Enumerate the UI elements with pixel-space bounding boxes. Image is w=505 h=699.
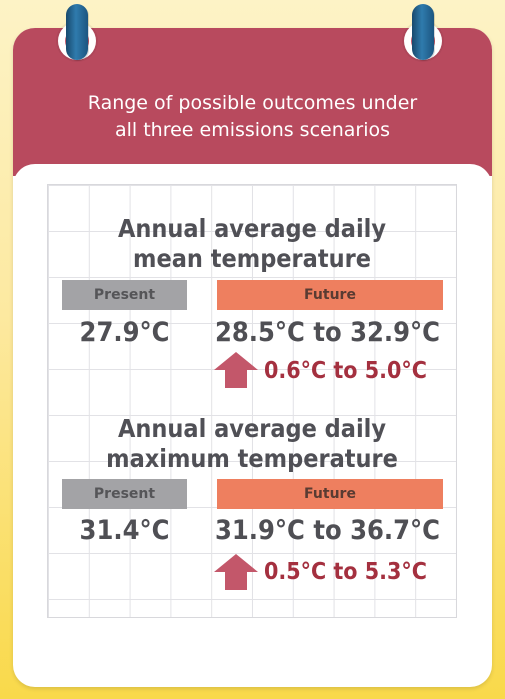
binder-pin-icon: [66, 4, 88, 60]
section-title-max: Annual average daily maximum temperature: [106, 414, 398, 473]
up-arrow-icon: [214, 352, 258, 388]
future-value: 28.5°C to 32.9°C: [214, 317, 440, 348]
binder-pin-icon: [412, 4, 434, 60]
grid-background: [47, 184, 457, 618]
up-arrow-icon: [214, 554, 258, 590]
change-value: 0.5°C to 5.3°C: [264, 559, 427, 585]
present-tag: Present: [62, 280, 187, 310]
future-value: 31.9°C to 36.7°C: [214, 515, 440, 546]
header-title: Range of possible outcomes under all thr…: [87, 92, 418, 141]
future-tag: Future: [217, 280, 443, 310]
present-tag: Present: [62, 479, 187, 509]
present-value: 31.4°C: [79, 515, 170, 546]
present-value: 27.9°C: [79, 317, 170, 348]
change-value: 0.6°C to 5.0°C: [264, 358, 427, 384]
future-tag: Future: [217, 479, 443, 509]
section-title-mean: Annual average daily mean temperature: [117, 214, 387, 273]
